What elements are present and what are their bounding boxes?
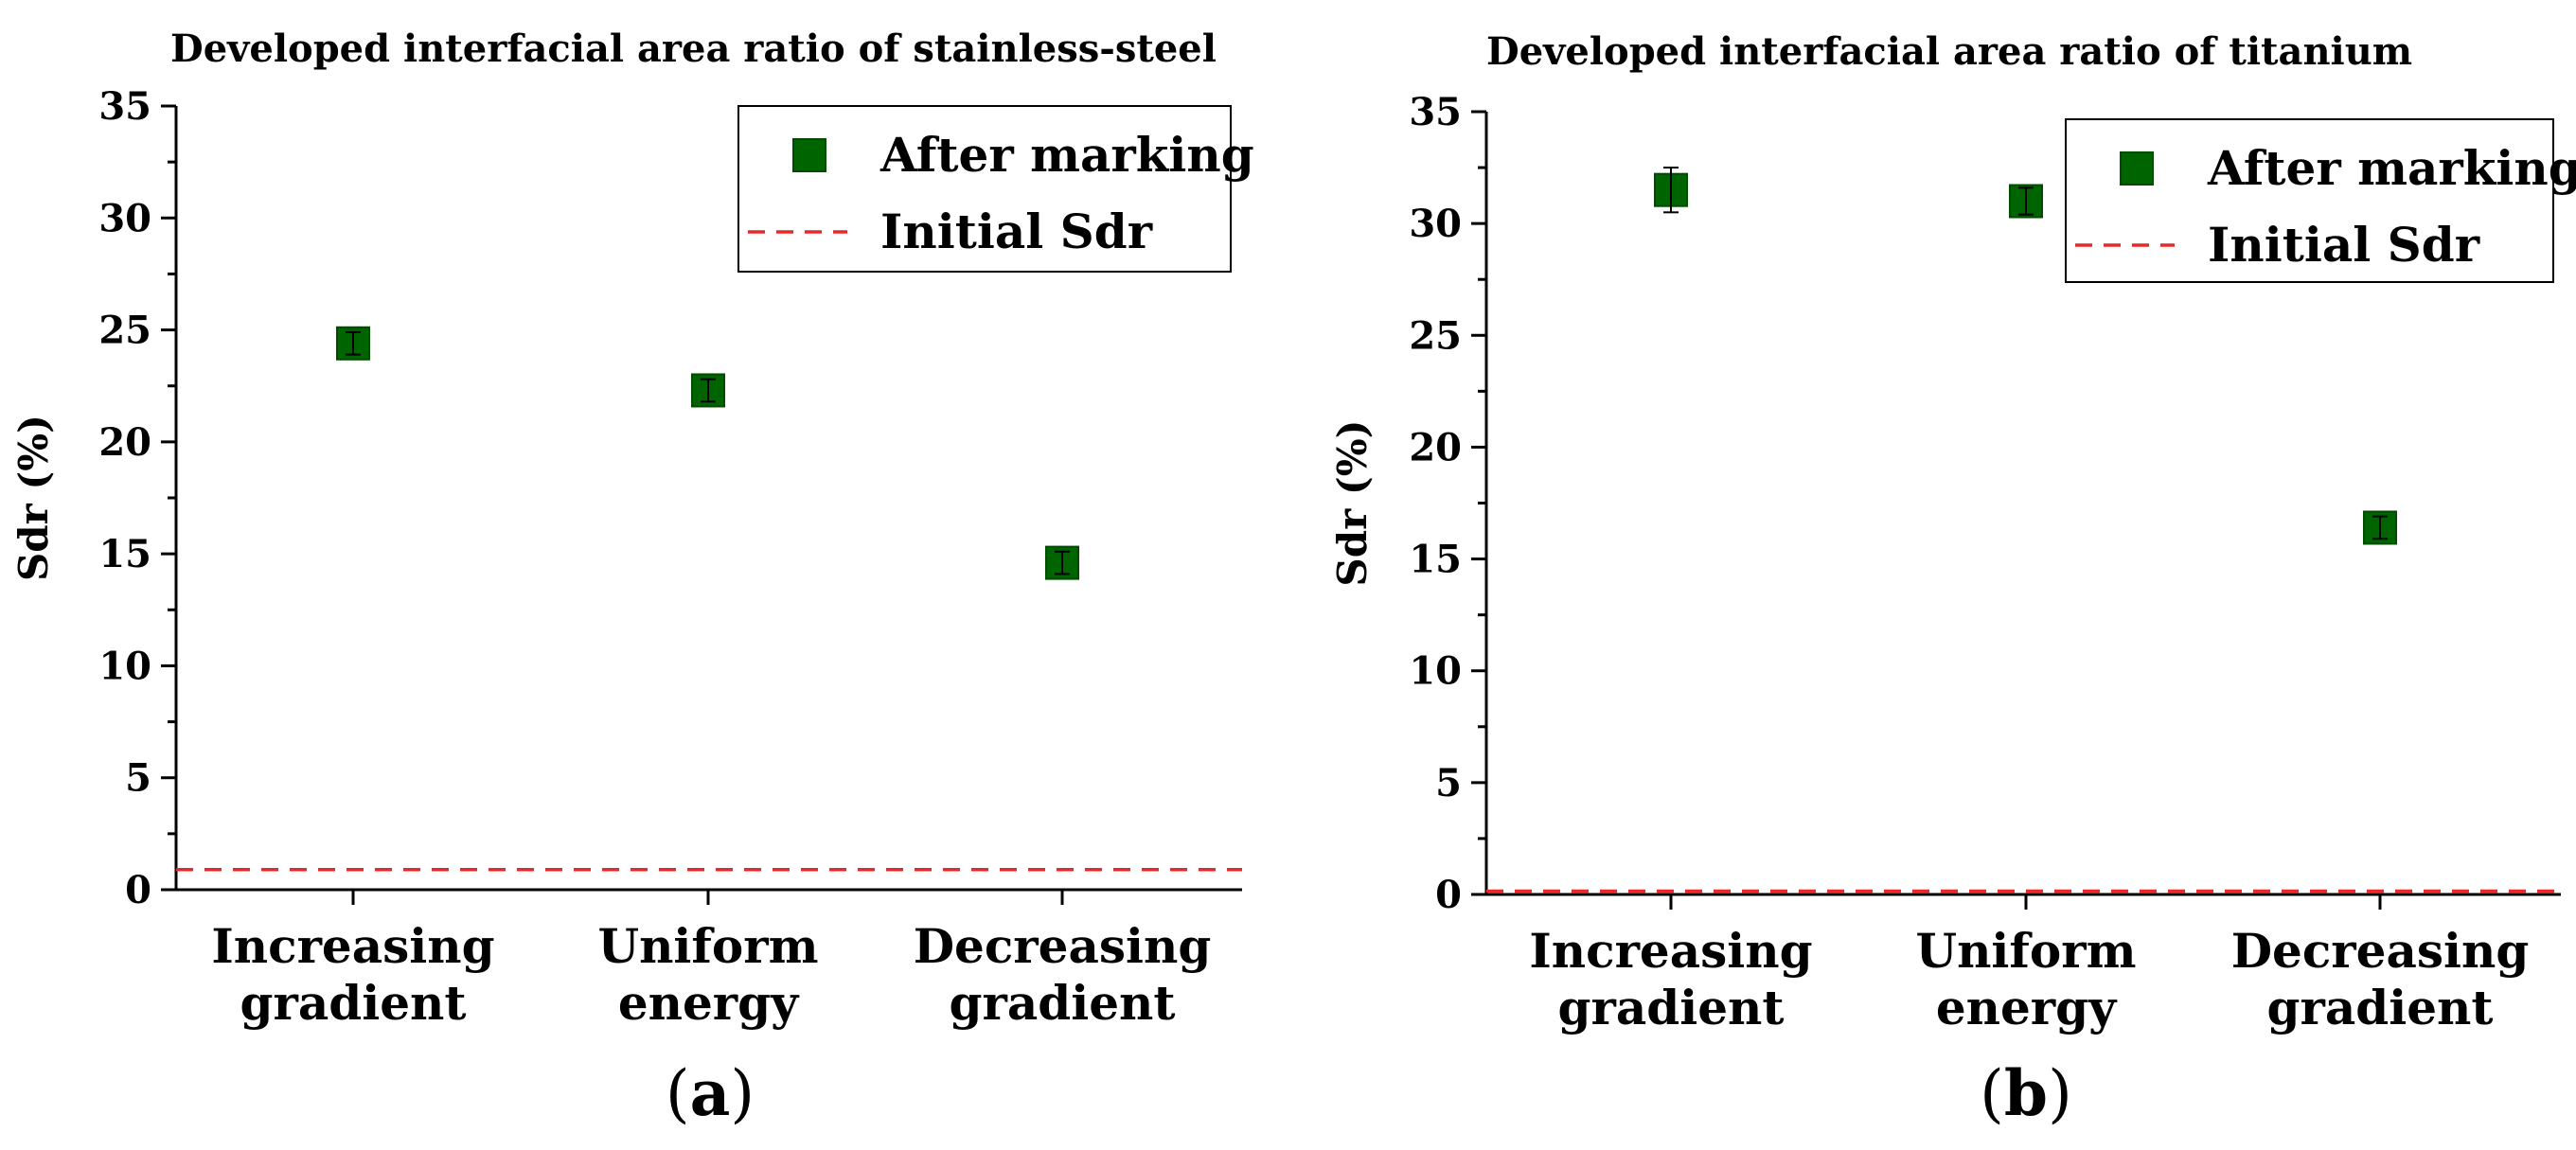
y-tick-label: 30	[1409, 202, 1462, 246]
panel-label-part: )	[730, 1057, 755, 1130]
x-tick-label: Decreasing gradient	[2231, 923, 2530, 1035]
x-tick-label: Decreasing gradient	[914, 918, 1212, 1031]
y-tick-label: 0	[125, 868, 151, 912]
x-tick-label: Uniform energy	[1915, 923, 2136, 1035]
panel-label-part: (	[1980, 1057, 2004, 1130]
x-tick-label-line: gradient	[950, 975, 1176, 1031]
y-axis-label: Sdr (%)	[10, 415, 57, 581]
panel-label-part: (	[666, 1057, 690, 1130]
legend-box	[737, 105, 1232, 273]
y-tick-label: 10	[98, 644, 151, 688]
panel-label-part: b	[2004, 1056, 2048, 1130]
y-tick-label: 15	[1409, 538, 1462, 582]
x-tick-label-line: gradient	[2267, 980, 2494, 1035]
panel-label-part: a	[690, 1056, 731, 1130]
legend-label: Initial Sdr	[2208, 217, 2480, 273]
y-tick-label: 5	[1435, 761, 1462, 805]
chart-title: Developed interfacial area ratio of tita…	[1486, 29, 2412, 74]
x-tick-label-line: gradient	[1558, 980, 1785, 1035]
x-tick-label-line: energy	[1936, 980, 2118, 1035]
x-tick-label-line: Uniform	[1915, 923, 2136, 979]
legend-marker-square	[792, 138, 826, 172]
x-tick-label-line: Increasing	[211, 918, 494, 974]
x-tick-label-line: energy	[618, 975, 800, 1031]
y-tick-label: 20	[1409, 425, 1462, 469]
y-axis-label: Sdr (%)	[1329, 419, 1376, 586]
legend: After marking Initial Sdr	[2065, 118, 2576, 283]
panel-label: (a)	[666, 1056, 755, 1130]
x-tick-label: Increasing gradient	[211, 918, 494, 1031]
legend: After marking Initial Sdr	[737, 105, 1254, 273]
y-tick-label: 15	[98, 532, 151, 576]
y-tick-label: 20	[98, 420, 151, 465]
legend-label: After marking	[2207, 140, 2576, 196]
y-tick-label: 35	[1409, 90, 1462, 134]
y-tick-label: 0	[1435, 873, 1462, 917]
y-tick-label: 5	[125, 756, 151, 801]
chart-panel-a: Developed interfacial area ratio of stai…	[10, 27, 1254, 1130]
legend-label: Initial Sdr	[880, 203, 1153, 259]
x-tick-label: Uniform energy	[597, 918, 818, 1031]
panel-label: (b)	[1980, 1056, 2072, 1130]
y-tick-label: 10	[1409, 649, 1462, 694]
y-tick-label: 25	[98, 309, 151, 353]
x-tick-label-line: Increasing	[1529, 923, 1812, 979]
y-tick-label: 25	[1409, 313, 1462, 358]
x-tick-label-line: Decreasing	[914, 918, 1212, 974]
legend-box	[2065, 118, 2554, 283]
panel-label-part: )	[2048, 1057, 2072, 1130]
chart-title: Developed interfacial area ratio of stai…	[170, 27, 1217, 71]
y-tick-label: 35	[98, 84, 151, 129]
x-tick-label-line: Decreasing	[2231, 923, 2530, 979]
x-tick-label: Increasing gradient	[1529, 923, 1812, 1035]
y-tick-label: 30	[98, 196, 151, 240]
legend-label: After marking	[879, 127, 1254, 183]
x-tick-label-line: Uniform	[597, 918, 818, 974]
x-tick-label-line: gradient	[240, 975, 467, 1031]
chart-panel-b: Developed interfacial area ratio of tita…	[1329, 29, 2576, 1130]
legend-marker-square	[2120, 151, 2154, 186]
